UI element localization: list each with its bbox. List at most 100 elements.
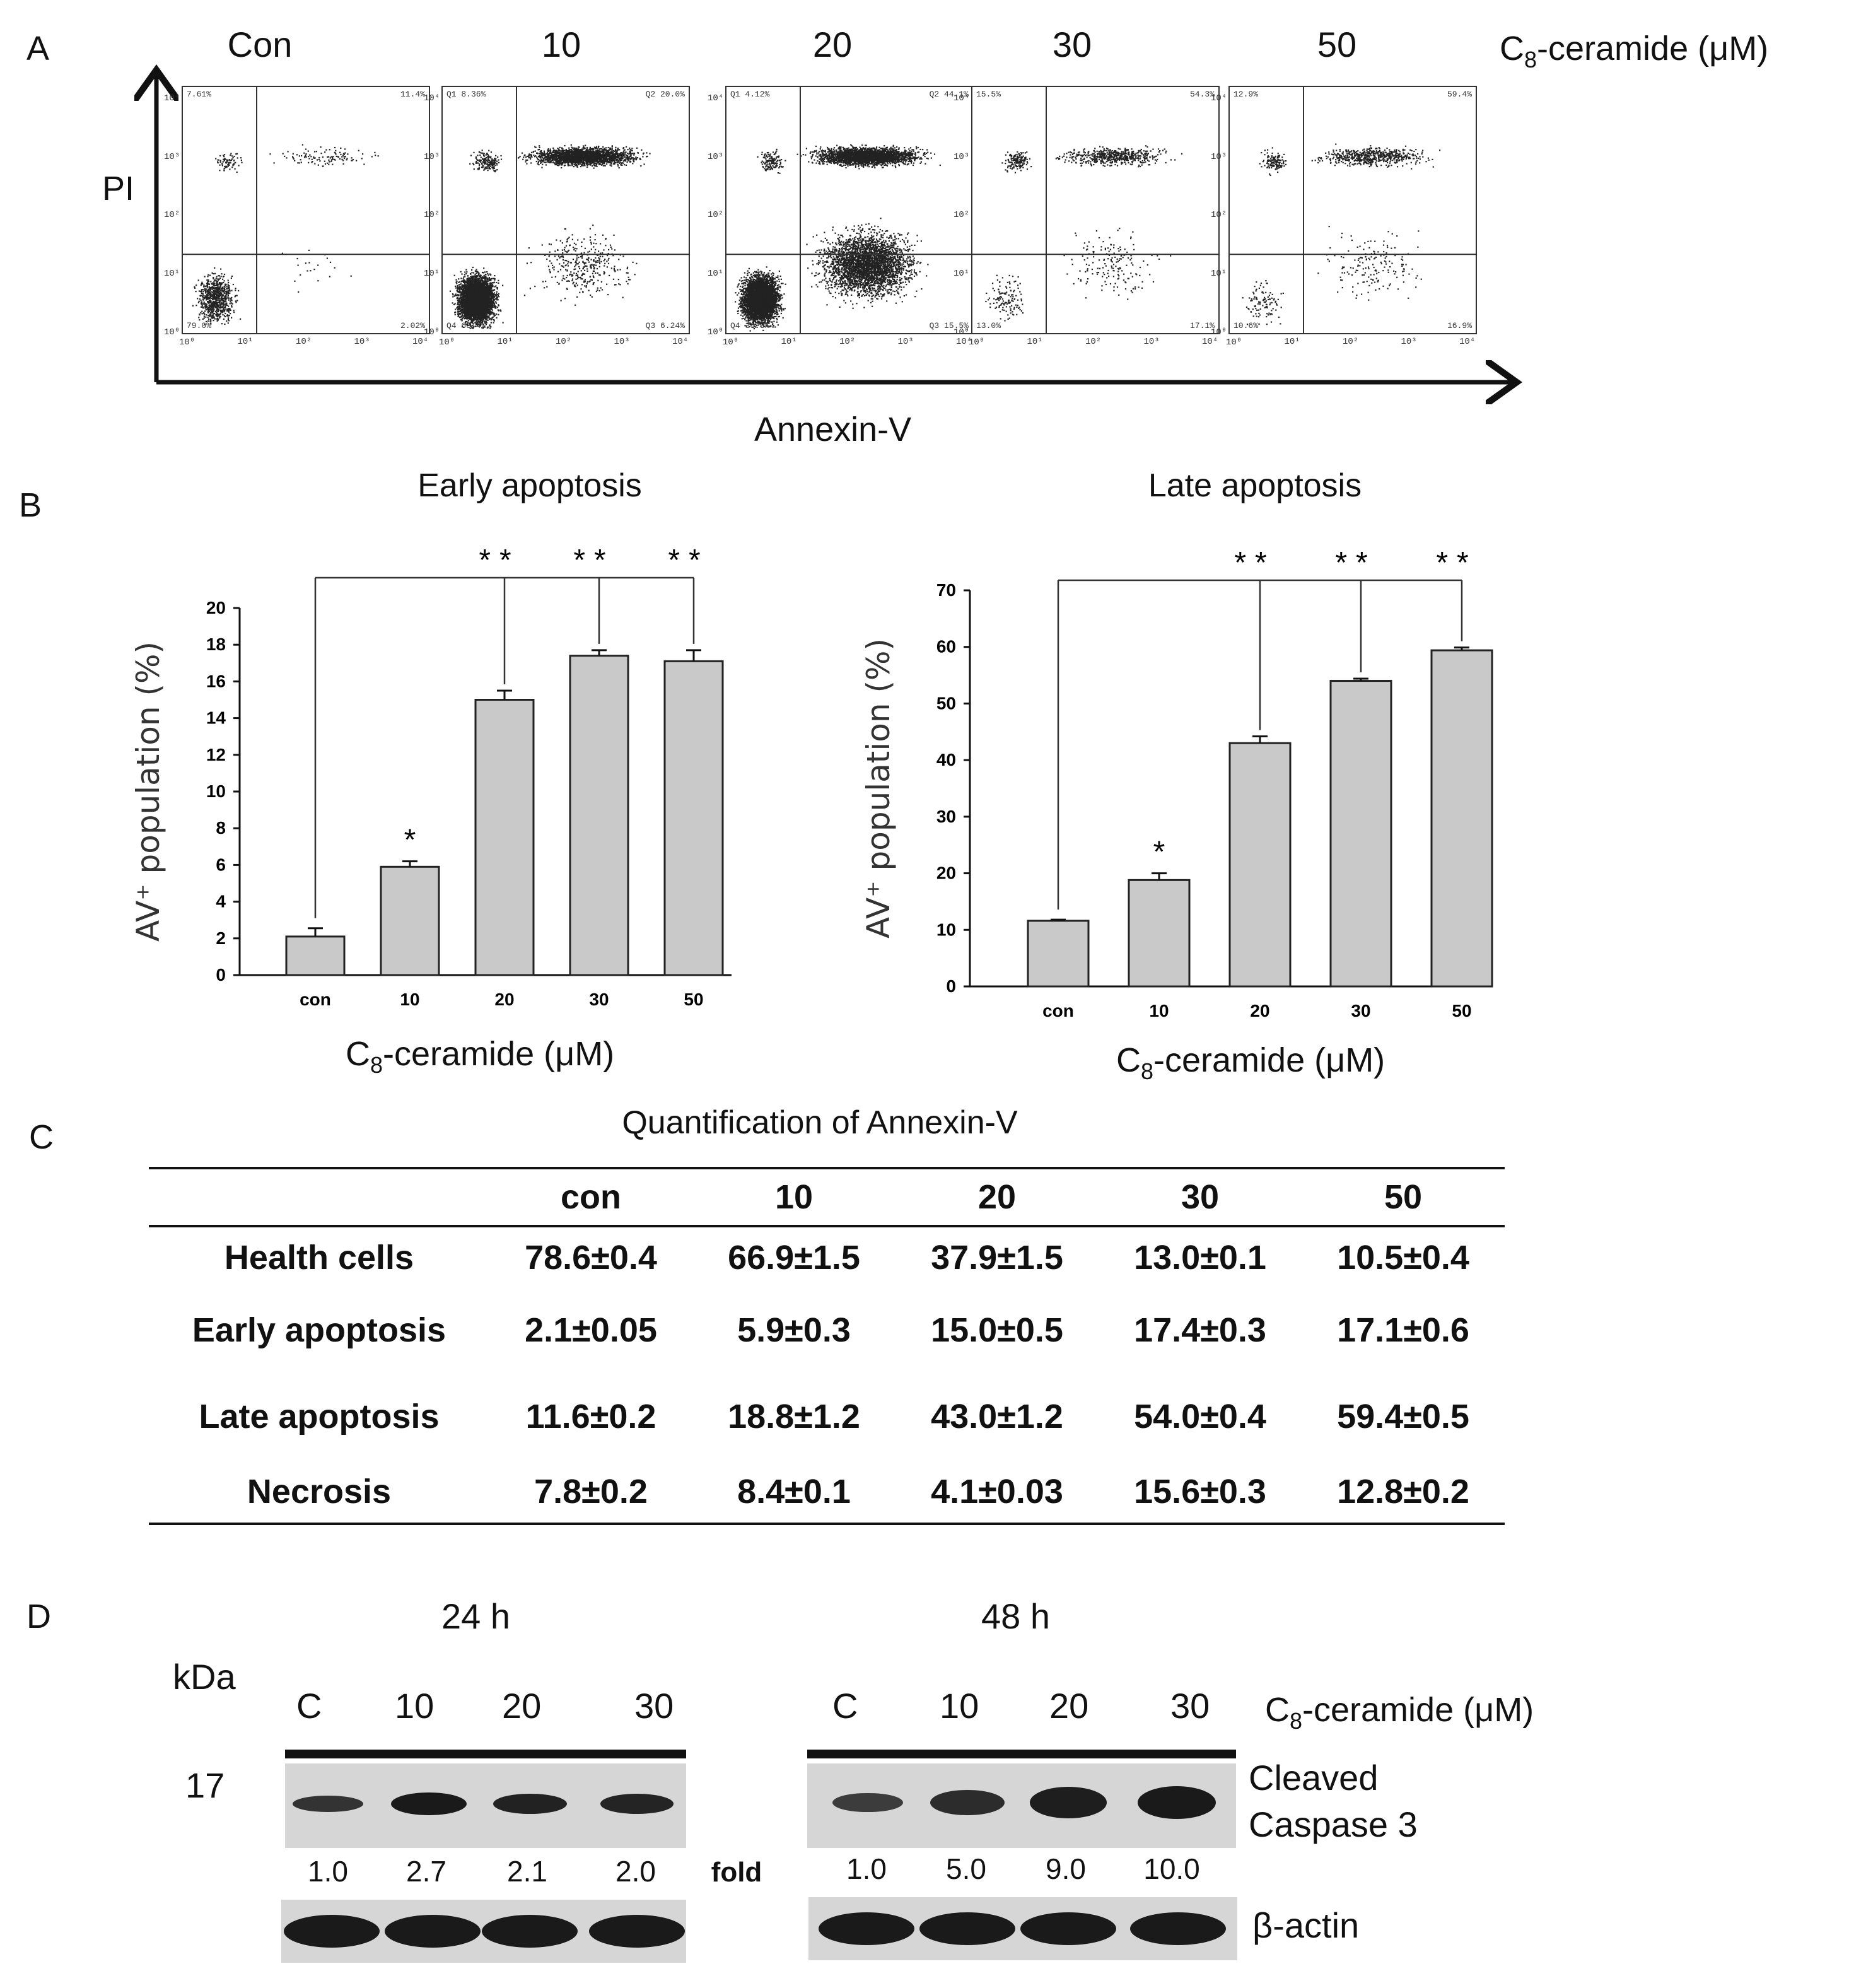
lane-24h-10: 10: [395, 1685, 434, 1726]
y-tick-label: 10²: [954, 210, 969, 220]
table-cell: 78.6±0.4: [489, 1226, 692, 1288]
loading-bar-48h: [807, 1750, 1236, 1758]
y-tick-label: 10⁴: [164, 93, 180, 103]
significance-marker: **: [479, 544, 520, 577]
x-tick-label: con: [300, 990, 331, 1009]
late-apoptosis-chart: 0 10 20 30 40 50 60 70 AV⁺ population (%) con 10 * 2…: [860, 546, 1493, 1020]
y-tick-label: 10⁰: [424, 327, 440, 337]
table-row: Late apoptosis 11.6±0.2 18.8±1.2 43.0±1.…: [149, 1372, 1505, 1461]
table-cell: 5.9±0.3: [692, 1288, 895, 1372]
pi-axis-label: PI: [102, 169, 134, 208]
flow-cytometry-panel: Q1 8.36% Q2 20.0% Q4 65.4% Q3 6.24% 10⁰ 10⁰ 10…: [424, 86, 690, 348]
bar: [1430, 649, 1493, 988]
table-cell: 13.0±0.1: [1099, 1226, 1302, 1288]
quadrant-percent-ul: Q1 8.36%: [446, 90, 486, 99]
y-tick-label: 8: [216, 818, 226, 838]
x-tick-label: 10⁰: [179, 337, 195, 348]
y-tick-label: 10³: [708, 152, 723, 162]
x-tick-label: 50: [684, 990, 703, 1009]
y-tick-label: 4: [216, 892, 226, 911]
kda-17-label: 17: [185, 1765, 225, 1806]
bar: [285, 935, 346, 976]
quadrant-percent-ul: 15.5%: [976, 90, 1001, 99]
table-row: Health cells 78.6±0.4 66.9±1.5 37.9±1.5 …: [149, 1226, 1505, 1288]
actin-band: [1130, 1912, 1226, 1945]
caspase3-band: [391, 1792, 467, 1815]
x-tick-label: 10¹: [238, 337, 254, 347]
lane-48h-c: C: [832, 1685, 858, 1726]
y-tick-label: 10⁴: [708, 93, 723, 103]
early-apoptosis-chart: 0 2 4 6 8 10 12 14 16 18 20 AV⁺ population (%) con 10…: [130, 544, 732, 1009]
fold-value-48h: 5.0: [928, 1852, 1004, 1886]
y-tick-label: 6: [216, 855, 226, 874]
y-tick-label: 10²: [164, 210, 180, 220]
y-tick-label: 70: [936, 580, 956, 600]
quadrant-percent-ur: 11.4%: [400, 90, 425, 99]
actin-band: [1020, 1912, 1116, 1945]
dose-label-20: 20: [757, 24, 908, 65]
table-cell: 11.6±0.2: [489, 1372, 692, 1461]
x-tick-label: 10²: [296, 337, 312, 347]
bar: [1027, 920, 1090, 988]
annexin-axis-label: Annexin-V: [754, 410, 911, 449]
x-tick-label: 10³: [614, 337, 630, 347]
actin-band: [819, 1912, 914, 1945]
table-header-cell: 10: [692, 1168, 895, 1226]
fold-label: fold: [699, 1857, 774, 1888]
actin-band: [482, 1915, 578, 1948]
time-label-24h: 24 h: [441, 1596, 510, 1637]
bar: [474, 699, 535, 976]
loading-bar-24h: [285, 1750, 686, 1758]
row-label: Health cells: [149, 1226, 489, 1288]
scatter-plot: [972, 87, 1218, 333]
y-tick-label: 10¹: [164, 269, 180, 279]
x-tick-label: 20: [1250, 1001, 1269, 1020]
x-tick-label: 10⁰: [969, 337, 984, 348]
early-chart-title: Early apoptosis: [353, 467, 706, 505]
actin-band: [919, 1912, 1015, 1945]
x-tick-label: 10⁰: [1226, 337, 1242, 348]
annexin-quantification-table: con 10 20 30 50 Health cells 78.6±0.4 66…: [149, 1167, 1505, 1525]
caspase3-band: [1138, 1786, 1216, 1819]
x-tick-label: 10³: [354, 337, 370, 347]
y-tick-label: 10¹: [954, 269, 969, 279]
y-tick-label: 50: [936, 693, 956, 713]
table-cell: 43.0±1.2: [895, 1372, 1099, 1461]
x-tick-label: 30: [1351, 1001, 1370, 1020]
quadrant-percent-lr: 16.9%: [1447, 321, 1472, 330]
fold-value-48h: 10.0: [1134, 1852, 1210, 1886]
table-cell: 15.6±0.3: [1099, 1461, 1302, 1524]
fold-value-48h: 9.0: [1028, 1852, 1104, 1886]
table-cell: 12.8±0.2: [1302, 1461, 1505, 1524]
quadrant-percent-ll: Q4 65.4%: [446, 321, 486, 330]
quadrant-percent-ur: 54.3%: [1190, 90, 1215, 99]
fold-value-24h: 2.7: [388, 1854, 464, 1888]
flow-cytometry-panel: 12.9% 59.4% 10.6% 16.9% 10⁰ 10⁰ 10¹ 10¹ 10² 10² 10…: [1211, 86, 1477, 348]
table-cell: 17.4±0.3: [1099, 1288, 1302, 1372]
dose-label-30: 30: [996, 24, 1148, 65]
fold-value-24h: 2.1: [489, 1854, 565, 1888]
bar: [663, 660, 724, 976]
table-header-cell: con: [489, 1168, 692, 1226]
significance-marker: *: [404, 824, 416, 857]
table-row: Necrosis 7.8±0.2 8.4±0.1 4.1±0.03 15.6±0…: [149, 1461, 1505, 1524]
y-tick-label: 20: [936, 863, 956, 883]
y-axis-label: AV⁺ population (%): [130, 641, 166, 942]
y-tick-label: 10¹: [708, 269, 723, 279]
y-tick-label: 10¹: [1211, 269, 1227, 279]
bar: [380, 865, 440, 976]
quadrant-percent-ll: 13.0%: [976, 321, 1001, 330]
significance-marker: **: [1436, 546, 1477, 580]
x-tick-label: 10²: [556, 337, 571, 347]
caspase3-band: [832, 1792, 903, 1813]
x-tick-label: 20: [494, 990, 514, 1009]
lane-48h-30: 30: [1170, 1685, 1210, 1726]
caspase3-band: [600, 1794, 674, 1814]
y-tick-label: 14: [206, 708, 226, 728]
table-cell: 8.4±0.1: [692, 1461, 895, 1524]
lane-48h-20: 20: [1049, 1685, 1088, 1726]
table-cell: 66.9±1.5: [692, 1226, 895, 1288]
caspase3-label: Caspase 3: [1249, 1804, 1418, 1845]
y-tick-label: 16: [206, 671, 226, 691]
x-tick-label: 10: [1149, 1001, 1169, 1020]
